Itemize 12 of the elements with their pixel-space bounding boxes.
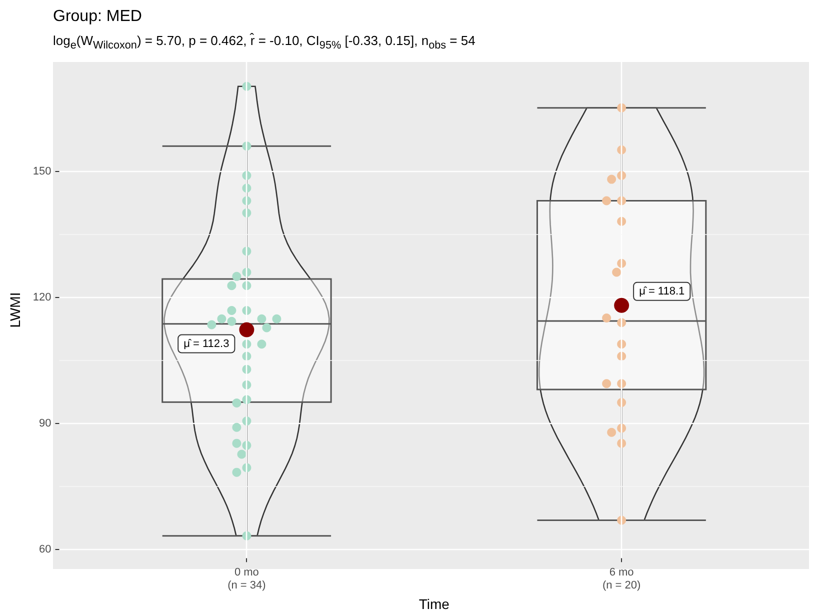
chart-title: Group: MED [53, 8, 142, 26]
x-axis-title: Time [418, 596, 450, 612]
y-tick-label: 60 [39, 544, 52, 556]
y-axis-title: LWMI [7, 292, 23, 328]
y-tick-label: 90 [39, 418, 52, 430]
x-tick-label: 6 mo (n = 20) [602, 566, 641, 592]
annotation: μ̂ = 118.1 [639, 285, 685, 298]
y-tick-label: 150 [32, 165, 52, 178]
x-tick-label: 0 mo (n = 34) [228, 566, 266, 592]
y-tick-label: 120 [32, 291, 52, 304]
annotation: μ̂ = 112.3 [184, 338, 230, 350]
text: log$_{e}$(W$_{Wilcoxon}$) = 5.70, p = 0.462, r̂ = -0.10, CI$_{95%}$ [-0.33, 0.15], n$_{obs}$ = 54 [53, 33, 476, 52]
